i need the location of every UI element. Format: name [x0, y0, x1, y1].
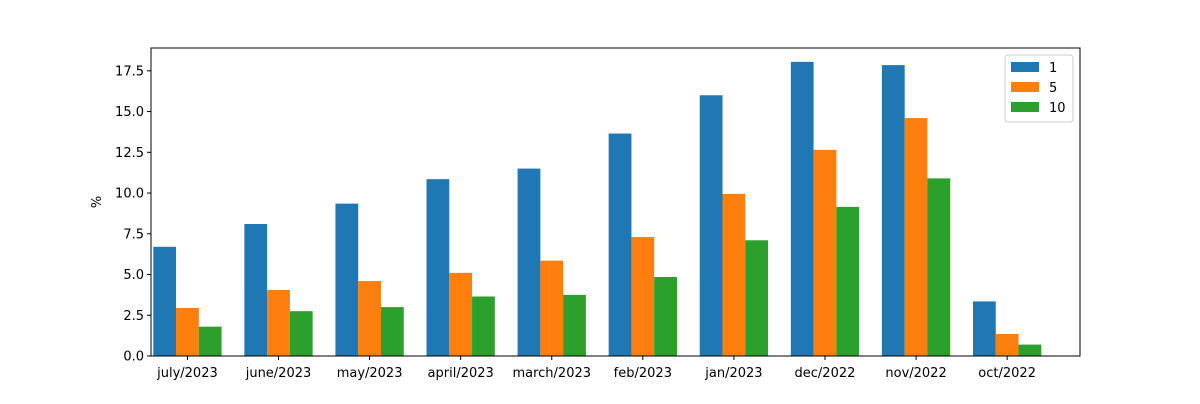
- bar-1-jan-2023: [699, 95, 723, 356]
- bar-10-jan-2023: [745, 240, 769, 356]
- bar-1-march-2023: [517, 168, 541, 356]
- x-tick-label: oct/2022: [978, 366, 1036, 381]
- y-tick-label: 17.5: [115, 64, 144, 79]
- legend-swatch-5: [1011, 82, 1039, 92]
- x-tick-label: july/2023: [156, 366, 218, 381]
- bar-5-april-2023: [449, 272, 473, 356]
- x-tick-label: dec/2022: [795, 366, 856, 381]
- x-tick-label: june/2023: [245, 366, 312, 381]
- bar-10-dec-2022: [836, 206, 860, 356]
- bar-1-oct-2022: [972, 301, 996, 356]
- bar-5-oct-2022: [995, 334, 1019, 356]
- y-axis: 0.0 2.5 5.0 7.5 10.0 12.5 15.0 17.5: [115, 64, 151, 365]
- bar-5-may-2023: [358, 281, 381, 356]
- y-tick-label: 5.0: [123, 268, 144, 283]
- bar-5-feb-2023: [631, 237, 655, 356]
- y-tick-label: 12.5: [115, 146, 144, 161]
- bar-1-june-2023: [244, 224, 268, 356]
- bar-10-april-2023: [472, 296, 495, 356]
- bars-group: [153, 61, 1042, 357]
- bar-1-dec-2022: [790, 61, 814, 356]
- x-tick-label: april/2023: [428, 366, 494, 381]
- bar-1-april-2023: [426, 179, 450, 356]
- x-tick-label: nov/2022: [885, 366, 946, 381]
- x-tick-label: feb/2023: [614, 366, 672, 381]
- y-tick-label: 15.0: [115, 105, 144, 120]
- bar-1-may-2023: [335, 203, 359, 356]
- y-tick-label: 7.5: [123, 227, 144, 242]
- y-tick-label: 10.0: [115, 187, 144, 202]
- bar-10-march-2023: [563, 294, 586, 356]
- bar-5-dec-2022: [813, 149, 837, 356]
- bar-10-feb-2023: [654, 276, 677, 356]
- x-tick-label: may/2023: [337, 366, 403, 381]
- bar-5-nov-2022: [904, 118, 928, 357]
- y-tick-label: 2.5: [123, 309, 144, 324]
- legend-label-1: 1: [1049, 61, 1057, 76]
- bar-5-july-2023: [176, 307, 199, 356]
- bar-10-june-2023: [289, 311, 313, 356]
- bar-10-oct-2022: [1018, 344, 1042, 356]
- bar-10-may-2023: [380, 307, 404, 356]
- bar-10-nov-2022: [927, 178, 951, 356]
- bar-1-nov-2022: [881, 65, 905, 356]
- legend-swatch-10: [1011, 102, 1039, 112]
- legend-swatch-1: [1011, 62, 1039, 72]
- bar-5-march-2023: [540, 260, 564, 356]
- bar-5-jan-2023: [722, 193, 746, 356]
- bar-5-june-2023: [267, 290, 290, 356]
- bar-1-july-2023: [153, 246, 177, 356]
- bar-10-july-2023: [198, 326, 222, 356]
- legend-label-10: 10: [1049, 101, 1066, 116]
- x-axis: july/2023 june/2023 may/2023 april/2023 marc…: [156, 356, 1036, 381]
- plot-frame: [150, 47, 1081, 357]
- bar-1-feb-2023: [608, 133, 632, 356]
- x-tick-label: march/2023: [512, 366, 591, 381]
- y-axis-label: %: [90, 196, 105, 208]
- x-tick-label: jan/2023: [704, 366, 762, 381]
- legend-label-5: 5: [1049, 81, 1057, 96]
- y-tick-label: 0.0: [123, 350, 144, 365]
